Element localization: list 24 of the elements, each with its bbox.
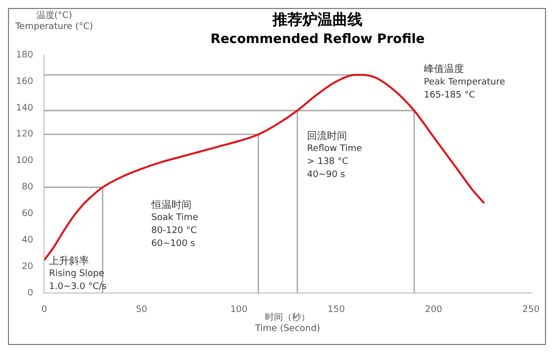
- y-tick-label: 160: [16, 76, 34, 87]
- annotation: 回流时间 Reflow Time > 138 °C 40~90 s: [307, 130, 362, 180]
- y-tick-label: 60: [22, 209, 34, 220]
- x-axis-title: 时间（秒） Time (Second): [254, 312, 320, 334]
- y-tick-label: 140: [16, 103, 34, 114]
- x-tick-label: 150: [328, 304, 346, 315]
- y-tick-label: 120: [16, 130, 34, 140]
- y-tick-label: 0: [27, 288, 34, 299]
- annotation: 恒温时间 Soak Time 80-120 °C 60~100 s: [150, 198, 199, 250]
- chart-subtitle: Recommended Reflow Profile: [210, 32, 425, 47]
- chart-title: 推荐炉温曲线: [272, 10, 363, 28]
- annotation: 峰值温度 Peak Temperature 165-185 °C: [424, 63, 506, 100]
- y-tick-label: 80: [22, 182, 34, 193]
- y-tick-label: 180: [16, 50, 34, 60]
- x-tick-label: 200: [425, 304, 442, 315]
- x-tick-label: 0: [41, 304, 48, 315]
- y-tick-label: 40: [22, 236, 34, 246]
- x-tick-label: 100: [230, 304, 248, 315]
- annotation: 上升斜率 Rising Slope 1.0~3.0 °C/s: [49, 254, 107, 292]
- y-axis-title: 温度(°C) Temperature (°C): [14, 10, 94, 32]
- x-tick-label: 50: [136, 304, 148, 315]
- y-tick-label: 20: [22, 262, 34, 272]
- y-tick-label: 100: [16, 156, 34, 166]
- x-tick-label: 250: [522, 304, 540, 315]
